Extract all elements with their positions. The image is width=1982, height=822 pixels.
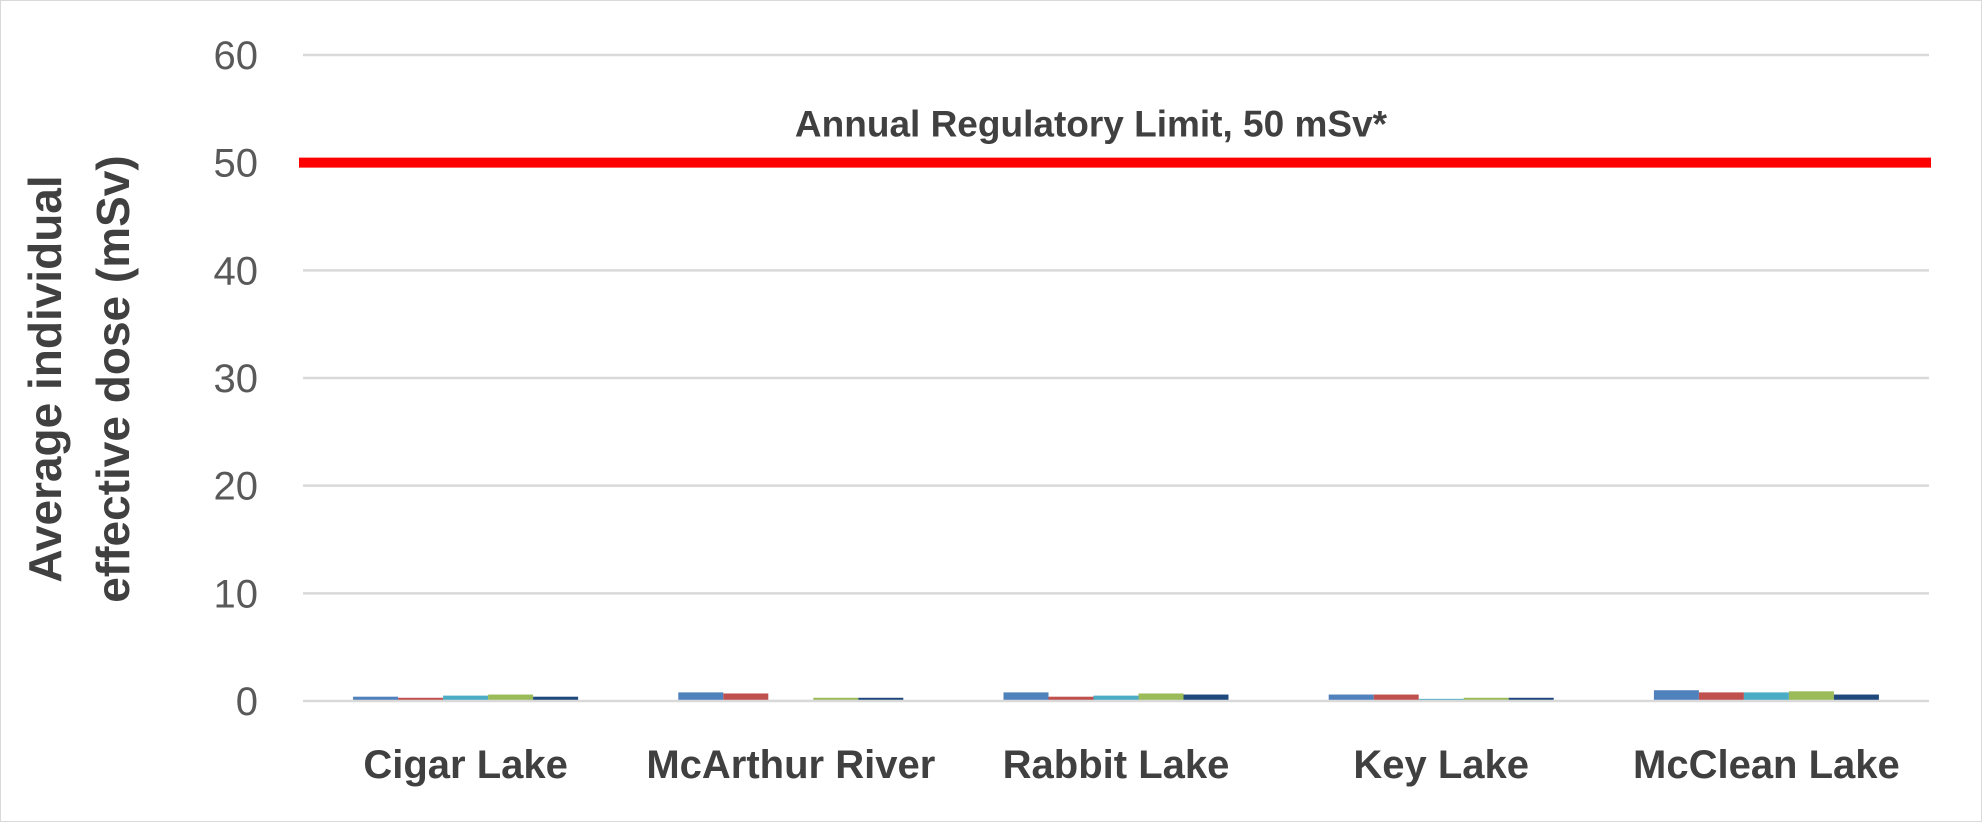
- bar: [813, 697, 859, 701]
- bars: [353, 690, 1879, 701]
- x-category-label: McClean Lake: [1633, 743, 1900, 787]
- bar: [398, 697, 444, 701]
- bar: [1463, 697, 1509, 701]
- bar: [1653, 690, 1699, 701]
- y-axis-title-line-1: Average individual: [19, 175, 71, 582]
- bar: [533, 696, 579, 701]
- bar: [1183, 694, 1229, 701]
- bar: [1743, 692, 1789, 701]
- y-tick-label: 10: [214, 572, 259, 616]
- y-axis-title: Average individual effective dose (mSv): [19, 155, 139, 602]
- x-category-label: McArthur River: [646, 743, 935, 787]
- y-axis-ticks: 0 10 20 30 40 50 60: [214, 34, 259, 724]
- bar: [488, 694, 534, 701]
- x-category-label: Cigar Lake: [363, 743, 568, 787]
- y-tick-label: 20: [214, 465, 259, 509]
- regulatory-limit-label: Annual Regulatory Limit, 50 mSv*: [795, 104, 1388, 145]
- bar: [1093, 695, 1139, 701]
- bar: [1508, 697, 1554, 701]
- bar: [1698, 692, 1744, 701]
- bar: [678, 692, 724, 701]
- bar: [858, 697, 904, 701]
- x-category-label: Rabbit Lake: [1003, 743, 1230, 787]
- y-tick-label: 30: [214, 357, 259, 401]
- y-tick-label: 0: [236, 680, 258, 724]
- y-axis-title-line-2: effective dose (mSv): [87, 155, 139, 602]
- bar: [723, 693, 769, 701]
- bar: [353, 696, 399, 701]
- y-tick-label: 60: [214, 34, 259, 78]
- bar: [1833, 694, 1879, 701]
- y-tick-label: 50: [214, 142, 259, 186]
- bar: [1788, 691, 1834, 701]
- x-category-label: Key Lake: [1353, 743, 1529, 787]
- bar: [1003, 692, 1049, 701]
- bar: [1048, 696, 1094, 701]
- bar: [1138, 693, 1184, 701]
- bar: [443, 695, 489, 701]
- x-axis-categories: Cigar Lake McArthur River Rabbit Lake Key L…: [363, 743, 1899, 787]
- bar: [1328, 694, 1374, 701]
- bar: [1373, 694, 1419, 701]
- reference-line-group: Annual Regulatory Limit, 50 mSv*: [299, 104, 1931, 168]
- y-tick-label: 40: [214, 249, 259, 293]
